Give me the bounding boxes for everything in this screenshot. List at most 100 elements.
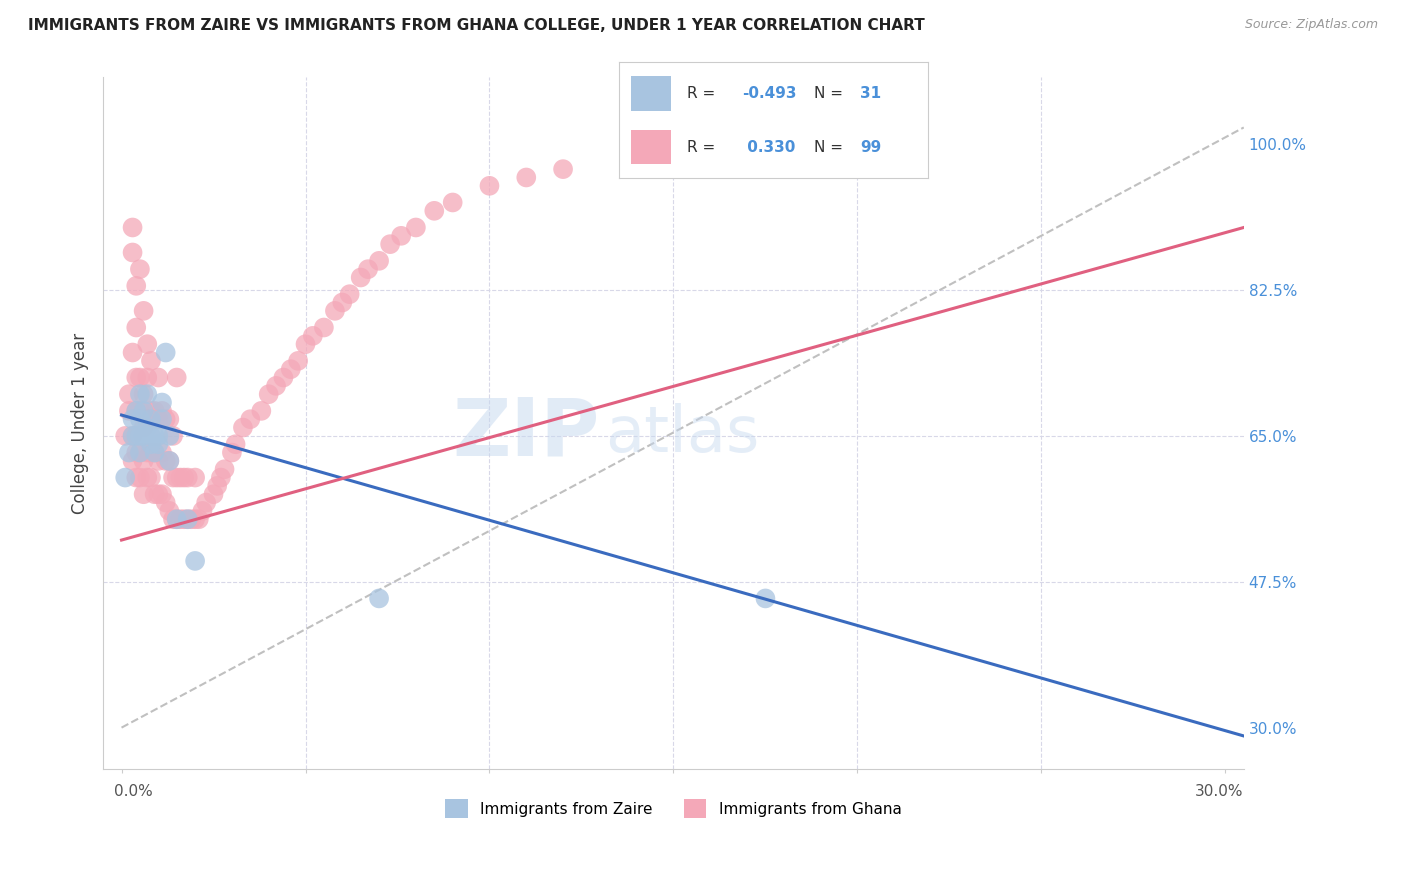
Point xyxy=(132,429,155,443)
Point xyxy=(155,495,177,509)
Point xyxy=(177,512,200,526)
Point xyxy=(114,429,136,443)
Point xyxy=(221,445,243,459)
Point xyxy=(180,512,202,526)
Point xyxy=(202,487,225,501)
Point xyxy=(129,387,152,401)
Text: 31: 31 xyxy=(860,87,882,102)
Text: 0.330: 0.330 xyxy=(742,139,796,154)
Point xyxy=(339,287,361,301)
Point xyxy=(132,387,155,401)
Point xyxy=(139,429,162,443)
Point xyxy=(162,470,184,484)
Point xyxy=(132,303,155,318)
Point xyxy=(441,195,464,210)
Point xyxy=(121,412,143,426)
Point xyxy=(121,220,143,235)
Point xyxy=(166,512,188,526)
Point xyxy=(118,404,141,418)
Point xyxy=(121,454,143,468)
Point xyxy=(157,429,180,443)
Point xyxy=(350,270,373,285)
Point xyxy=(389,228,412,243)
Point xyxy=(139,445,162,459)
Point xyxy=(368,591,391,606)
Point xyxy=(139,437,162,451)
Point xyxy=(214,462,236,476)
Point xyxy=(143,445,166,459)
Point xyxy=(191,504,214,518)
Point xyxy=(302,329,325,343)
Point xyxy=(143,429,166,443)
Point xyxy=(225,437,247,451)
Point xyxy=(169,512,191,526)
Point xyxy=(177,512,200,526)
Point xyxy=(129,262,152,277)
Point xyxy=(184,512,207,526)
Point xyxy=(195,495,218,509)
Point xyxy=(287,354,309,368)
Point xyxy=(162,429,184,443)
Point xyxy=(209,470,232,484)
Point xyxy=(148,412,170,426)
Point xyxy=(136,470,159,484)
Point xyxy=(177,470,200,484)
Point xyxy=(515,170,537,185)
Point xyxy=(132,487,155,501)
Text: R =: R = xyxy=(686,87,720,102)
Point xyxy=(114,470,136,484)
Point xyxy=(323,303,346,318)
Point xyxy=(129,429,152,443)
Point xyxy=(368,253,391,268)
Point xyxy=(139,404,162,418)
Point xyxy=(143,487,166,501)
Point xyxy=(118,445,141,459)
Point xyxy=(129,370,152,384)
Point xyxy=(132,454,155,468)
Point xyxy=(150,445,173,459)
Point xyxy=(139,470,162,484)
Y-axis label: College, Under 1 year: College, Under 1 year xyxy=(72,333,89,514)
Point xyxy=(148,437,170,451)
Point xyxy=(162,512,184,526)
Point xyxy=(166,512,188,526)
Point xyxy=(136,337,159,351)
Point xyxy=(257,387,280,401)
Point xyxy=(136,387,159,401)
Point xyxy=(121,245,143,260)
Point xyxy=(155,345,177,359)
Point xyxy=(312,320,335,334)
Point xyxy=(166,370,188,384)
Point xyxy=(129,412,152,426)
Point xyxy=(136,445,159,459)
Point xyxy=(157,412,180,426)
Point xyxy=(148,454,170,468)
Point xyxy=(132,404,155,418)
Point xyxy=(121,345,143,359)
Point xyxy=(330,295,353,310)
Point xyxy=(294,337,316,351)
Point xyxy=(148,429,170,443)
Point xyxy=(239,412,262,426)
Text: 0.0%: 0.0% xyxy=(114,784,153,799)
Point xyxy=(169,470,191,484)
Point xyxy=(187,512,209,526)
FancyBboxPatch shape xyxy=(631,129,671,164)
Point xyxy=(150,404,173,418)
Point xyxy=(184,470,207,484)
Legend: Immigrants from Zaire, Immigrants from Ghana: Immigrants from Zaire, Immigrants from G… xyxy=(439,793,908,824)
Point xyxy=(132,420,155,434)
Point xyxy=(150,395,173,409)
Point xyxy=(357,262,380,277)
Point xyxy=(173,512,195,526)
Text: IMMIGRANTS FROM ZAIRE VS IMMIGRANTS FROM GHANA COLLEGE, UNDER 1 YEAR CORRELATION: IMMIGRANTS FROM ZAIRE VS IMMIGRANTS FROM… xyxy=(28,18,925,33)
Point xyxy=(129,445,152,459)
Point xyxy=(143,404,166,418)
Point xyxy=(136,420,159,434)
Point xyxy=(125,370,148,384)
Point xyxy=(405,220,427,235)
Point xyxy=(754,591,776,606)
Point xyxy=(250,404,273,418)
Point xyxy=(423,203,446,218)
Point xyxy=(125,445,148,459)
